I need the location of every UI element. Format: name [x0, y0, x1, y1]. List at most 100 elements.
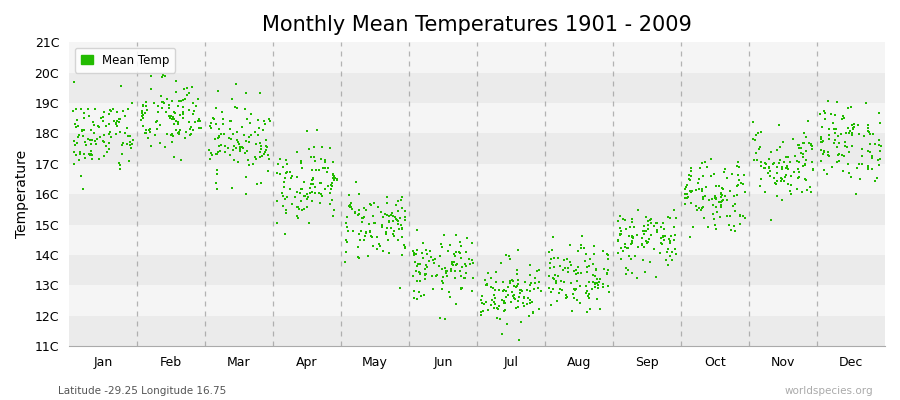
Point	[407, 252, 421, 258]
Point	[865, 155, 879, 162]
Point	[186, 100, 201, 106]
Point	[110, 123, 124, 130]
Point	[788, 152, 802, 159]
Point	[363, 228, 377, 234]
Point	[382, 218, 397, 225]
Point	[797, 139, 812, 146]
Point	[212, 126, 227, 132]
Point	[542, 249, 556, 256]
Point	[625, 216, 639, 222]
Point	[781, 154, 796, 160]
Point	[362, 220, 376, 227]
Point	[413, 270, 428, 276]
Point	[764, 148, 778, 155]
Point	[497, 308, 511, 314]
Point	[832, 158, 846, 164]
Point	[705, 196, 719, 202]
Point	[486, 304, 500, 311]
Point	[684, 165, 698, 172]
Point	[581, 295, 596, 301]
Point	[593, 306, 608, 312]
Point	[827, 140, 842, 146]
Point	[182, 107, 196, 113]
Point	[80, 136, 94, 142]
Point	[411, 288, 426, 295]
Point	[165, 98, 179, 104]
Point	[476, 308, 491, 315]
Point	[778, 154, 793, 160]
Point	[313, 200, 328, 207]
Point	[69, 124, 84, 130]
Point	[341, 228, 356, 234]
Point	[659, 257, 673, 263]
Point	[253, 89, 267, 96]
Point	[507, 283, 521, 290]
Point	[684, 173, 698, 180]
Point	[720, 196, 734, 203]
Point	[746, 156, 760, 163]
Point	[178, 129, 193, 135]
Point	[767, 160, 781, 167]
Point	[814, 111, 828, 118]
Point	[436, 274, 450, 280]
Point	[796, 163, 811, 170]
Point	[601, 282, 616, 289]
Point	[381, 237, 395, 243]
Point	[488, 301, 502, 308]
Point	[152, 140, 166, 146]
Point	[120, 125, 134, 131]
Point	[573, 283, 588, 289]
Point	[318, 157, 332, 164]
Point	[248, 141, 263, 147]
Point	[568, 286, 582, 293]
Bar	[69, 316, 885, 346]
Point	[860, 148, 875, 154]
Point	[413, 260, 428, 267]
Point	[182, 90, 196, 96]
Point	[95, 138, 110, 144]
Point	[326, 213, 340, 219]
Point	[560, 294, 574, 300]
Point	[716, 186, 730, 192]
Point	[439, 273, 454, 279]
Point	[410, 268, 424, 274]
Point	[251, 117, 266, 124]
Point	[599, 270, 614, 276]
Point	[610, 238, 625, 244]
Point	[814, 139, 828, 145]
Point	[391, 198, 405, 204]
Point	[544, 289, 558, 296]
Point	[487, 292, 501, 298]
Point	[135, 114, 149, 121]
Point	[166, 114, 181, 120]
Point	[114, 142, 129, 148]
Point	[545, 247, 560, 254]
Point	[844, 174, 859, 180]
Point	[487, 294, 501, 301]
Point	[77, 110, 92, 116]
Point	[652, 250, 667, 256]
Point	[121, 106, 135, 112]
Point	[488, 287, 502, 294]
Point	[714, 204, 728, 211]
Point	[223, 118, 238, 124]
Point	[635, 228, 650, 234]
Point	[564, 280, 579, 286]
Point	[842, 130, 856, 136]
Point	[92, 124, 106, 131]
Point	[557, 264, 572, 271]
Point	[716, 197, 731, 204]
Point	[410, 247, 424, 254]
Point	[566, 286, 580, 292]
Point	[667, 206, 681, 213]
Point	[627, 253, 642, 259]
Point	[821, 98, 835, 104]
Point	[518, 279, 533, 286]
Point	[255, 153, 269, 159]
Point	[445, 259, 459, 265]
Point	[780, 166, 795, 172]
Point	[82, 151, 96, 157]
Point	[523, 297, 537, 303]
Point	[97, 139, 112, 145]
Point	[769, 179, 783, 186]
